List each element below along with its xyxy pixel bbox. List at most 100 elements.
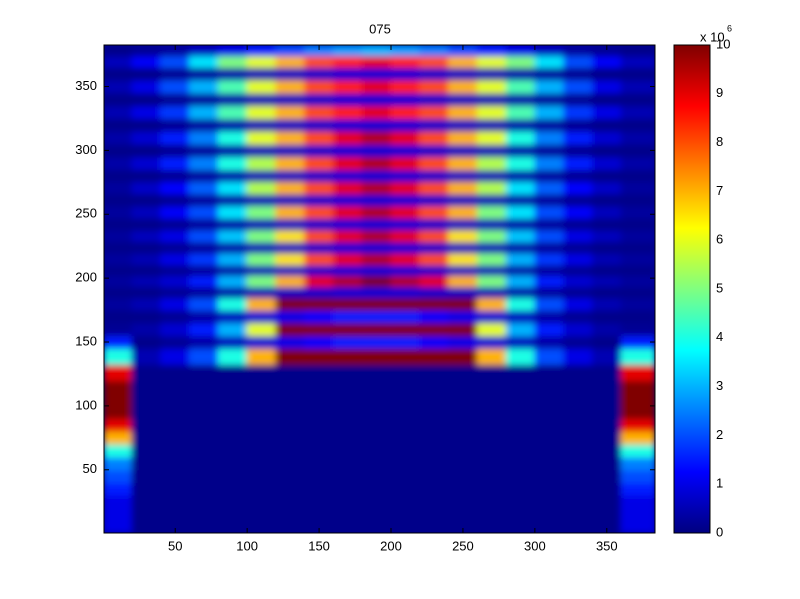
heatmap-cell (189, 143, 219, 158)
heatmap-cell (246, 520, 277, 533)
heatmap-cell (419, 55, 450, 68)
heatmap-cell (448, 430, 478, 445)
heatmap-cell (275, 105, 306, 119)
heatmap-cell (591, 156, 622, 171)
heatmap-cell (591, 92, 622, 107)
heatmap-cell (563, 392, 593, 407)
heatmap-cell (275, 418, 306, 432)
heatmap-cell (332, 264, 363, 277)
heatmap-cell (217, 507, 248, 522)
heatmap-cell (563, 285, 593, 299)
colorbar-tick-label: 4 (716, 329, 723, 344)
heatmap-cell (534, 347, 565, 365)
heatmap-cell (476, 405, 507, 420)
heatmap-cell (620, 418, 655, 432)
heatmap-cell (189, 507, 219, 522)
heatmap-cell (246, 229, 277, 243)
heatmap-cell (104, 252, 133, 266)
colorbar-tick-label: 0 (716, 524, 723, 539)
heatmap-cell (160, 241, 191, 254)
heatmap-cell (620, 494, 655, 509)
heatmap-cell (591, 143, 622, 158)
heatmap-cell (505, 143, 536, 158)
heatmap-cell (563, 469, 593, 484)
heatmap-cell (534, 379, 565, 394)
heatmap-cell (304, 169, 334, 183)
heatmap-cell (591, 264, 622, 277)
heatmap-cell (534, 205, 565, 219)
heatmap-cell (361, 379, 392, 394)
heatmap-cell (505, 392, 536, 407)
heatmap-cell (448, 469, 478, 484)
heatmap-cell (246, 241, 277, 254)
heatmap-cell (332, 252, 363, 266)
heatmap-cell (534, 169, 565, 183)
heatmap-cell (332, 285, 363, 299)
heatmap-cell (505, 285, 536, 299)
heatmap-cell (217, 469, 248, 484)
heatmap-cell (591, 275, 622, 287)
heatmap-cell (104, 130, 133, 145)
heatmap-cell (563, 443, 593, 458)
heatmap-cell (591, 217, 622, 231)
heatmap-cell (448, 143, 478, 158)
heatmap-cell (246, 285, 277, 299)
colorbar-tick-label: 5 (716, 280, 723, 295)
heatmap-cell (189, 418, 219, 432)
heatmap-cell (476, 347, 507, 365)
heatmap-cell (620, 309, 655, 324)
heatmap-cell (131, 229, 162, 243)
heatmap-cell (563, 169, 593, 183)
heatmap-cell (534, 285, 565, 299)
heatmap-cell (104, 143, 133, 158)
heatmap-cell (160, 45, 191, 57)
heatmap-cell (332, 217, 363, 231)
heatmap-cell (390, 430, 421, 445)
heatmap-cell (246, 494, 277, 509)
heatmap-cell (591, 469, 622, 484)
heatmap-cell (476, 241, 507, 254)
x-tick-label: 100 (236, 538, 258, 553)
heatmap-cell (189, 392, 219, 407)
heatmap-cell (246, 92, 277, 107)
heatmap-cell (563, 193, 593, 207)
heatmap-cell (620, 169, 655, 183)
heatmap-cell (160, 252, 191, 266)
heatmap-cell (361, 205, 392, 219)
heatmap-cell (131, 347, 162, 365)
heatmap-cell (419, 79, 450, 94)
heatmap-cell (189, 169, 219, 183)
heatmap-cell (390, 405, 421, 420)
heatmap-cell (505, 418, 536, 432)
heatmap-cell (419, 418, 450, 432)
colorbar-tick-label: 2 (716, 427, 723, 442)
heatmap-cell (476, 418, 507, 432)
heatmap-cell (534, 418, 565, 432)
heatmap-cell (189, 443, 219, 458)
heatmap-cell (390, 252, 421, 266)
heatmap-cell (217, 92, 248, 107)
heatmap-cell (448, 507, 478, 522)
heatmap-cell (332, 443, 363, 458)
heatmap-cell (332, 392, 363, 407)
heatmap-cell (534, 229, 565, 243)
heatmap-cell (160, 469, 191, 484)
heatmap-cell (534, 482, 565, 496)
heatmap-cell (275, 363, 306, 381)
chart-title: 075 (369, 21, 391, 36)
heatmap-cell (304, 105, 334, 119)
heatmap-cell (104, 347, 133, 365)
heatmap-cell (361, 55, 392, 68)
heatmap-cell (189, 264, 219, 277)
heatmap-cell (217, 45, 248, 57)
heatmap-cell (131, 264, 162, 277)
heatmap-cell (534, 456, 565, 471)
heatmap-cell (131, 241, 162, 254)
heatmap-cell (534, 45, 565, 57)
heatmap-cell (390, 217, 421, 231)
heatmap-cell (620, 205, 655, 219)
heatmap-cell (534, 297, 565, 311)
heatmap-cell (448, 418, 478, 432)
heatmap-cell (304, 494, 334, 509)
heatmap-cell (419, 297, 450, 311)
